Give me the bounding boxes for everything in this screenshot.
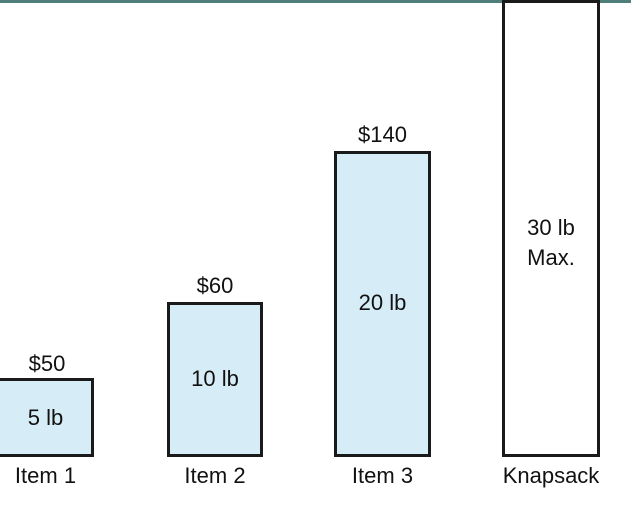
item-1-box: 5 lb [0,378,94,457]
item-2-label: Item 2 [184,463,246,488]
knapsack-label: Knapsack [502,463,600,488]
item-1-weight: 5 lb [27,405,64,430]
item-3-label: Item 3 [351,463,414,488]
item-2-price: $60 [196,273,234,298]
knapsack-box: 30 lb Max. [502,0,600,457]
knapsack-capacity: 30 lb Max. [505,213,597,273]
item-2-weight: 10 lb [191,366,239,391]
item-3-box: 20 lb [334,151,431,457]
top-border [0,0,631,3]
item-1-label: Item 1 [14,463,77,488]
knapsack-capacity-weight: 30 lb [527,215,575,240]
knapsack-capacity-max: Max. [527,245,575,270]
item-3-weight: 20 lb [358,290,407,315]
item-2-box: 10 lb [167,302,263,457]
item-3-price: $140 [358,122,407,147]
item-1-price: $50 [28,351,66,376]
